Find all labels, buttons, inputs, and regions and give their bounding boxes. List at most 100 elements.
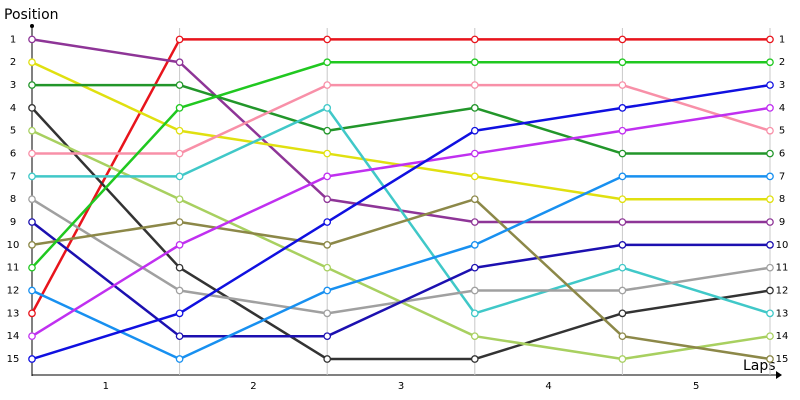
x-tick-label: 4	[545, 381, 551, 392]
point	[766, 263, 774, 272]
point	[175, 309, 184, 318]
point	[175, 81, 184, 89]
point	[28, 104, 36, 112]
point	[618, 332, 627, 341]
point	[618, 104, 627, 112]
point	[28, 218, 36, 226]
y-tick-label-right: 9	[779, 217, 785, 228]
point	[766, 149, 774, 158]
y-tick-label-right: 13	[776, 308, 789, 319]
point	[28, 172, 36, 181]
point	[470, 126, 479, 135]
point	[28, 355, 36, 363]
y-tick-label: 9	[10, 217, 16, 228]
point	[766, 104, 774, 112]
point	[470, 58, 479, 67]
series-line	[31, 106, 771, 338]
axis-arrow	[776, 371, 782, 379]
series-line	[32, 83, 770, 155]
series-line	[32, 106, 771, 315]
point	[766, 35, 774, 44]
point	[28, 149, 36, 158]
series-line	[31, 83, 771, 361]
point	[618, 149, 627, 158]
y-tick-label: 2	[10, 57, 16, 68]
point	[28, 241, 36, 249]
y-tick-label-right: 11	[776, 263, 789, 274]
y-tick-label: 15	[7, 354, 20, 365]
point	[323, 218, 332, 226]
point	[618, 263, 627, 272]
point	[28, 195, 36, 204]
y-tick-label-right: 10	[776, 240, 789, 251]
y-tick-label: 14	[7, 331, 20, 342]
y-tick-label: 11	[7, 263, 20, 274]
series-line	[31, 197, 771, 361]
point	[175, 355, 184, 363]
point	[175, 241, 184, 249]
point	[323, 195, 332, 204]
point	[766, 355, 774, 363]
point	[470, 218, 479, 226]
y-tick-label: 8	[10, 194, 16, 205]
point	[28, 332, 36, 341]
point	[618, 81, 627, 89]
x-tick-label: 3	[398, 381, 404, 392]
point	[175, 195, 184, 204]
y-axis-label: Position	[4, 7, 59, 23]
point	[175, 172, 184, 181]
point	[323, 332, 332, 341]
point	[28, 81, 36, 89]
y-tick-label: 7	[10, 171, 16, 182]
point	[618, 286, 627, 295]
point	[323, 149, 332, 158]
point	[470, 35, 479, 44]
point	[470, 104, 479, 112]
point	[175, 218, 184, 226]
point	[766, 309, 774, 318]
point	[618, 172, 627, 181]
point	[323, 35, 332, 44]
point	[175, 58, 184, 67]
x-tick-label: 1	[103, 381, 109, 392]
y-tick-label: 10	[7, 240, 20, 251]
point	[766, 58, 774, 67]
y-tick-label: 13	[7, 308, 20, 319]
point	[766, 218, 774, 226]
point	[175, 286, 184, 295]
y-tick-label-right: 2	[779, 57, 785, 68]
point	[470, 172, 479, 181]
y-tick-label: 1	[10, 34, 16, 45]
series-line	[31, 221, 770, 338]
series-line	[32, 83, 771, 155]
point	[618, 355, 627, 363]
point	[618, 241, 627, 249]
point	[766, 241, 774, 249]
x-tick-label: 5	[693, 381, 699, 392]
point	[175, 332, 184, 341]
point	[470, 81, 479, 89]
point	[470, 286, 479, 295]
point	[618, 35, 627, 44]
point	[175, 126, 184, 135]
y-tick-label-right: 3	[779, 80, 785, 91]
point	[323, 309, 332, 318]
y-tick-label: 4	[10, 103, 16, 114]
point	[766, 81, 774, 89]
point	[323, 104, 332, 112]
point	[470, 195, 479, 204]
point	[766, 286, 774, 295]
point	[618, 195, 627, 204]
point	[323, 263, 332, 272]
y-tick-label-right: 5	[779, 126, 785, 137]
point	[28, 263, 36, 272]
point	[175, 263, 184, 272]
point	[323, 355, 332, 363]
point	[323, 126, 332, 135]
point	[618, 218, 627, 226]
point	[323, 58, 332, 67]
y-tick-label-right: 6	[779, 149, 785, 160]
point	[323, 286, 332, 295]
point	[470, 149, 479, 158]
